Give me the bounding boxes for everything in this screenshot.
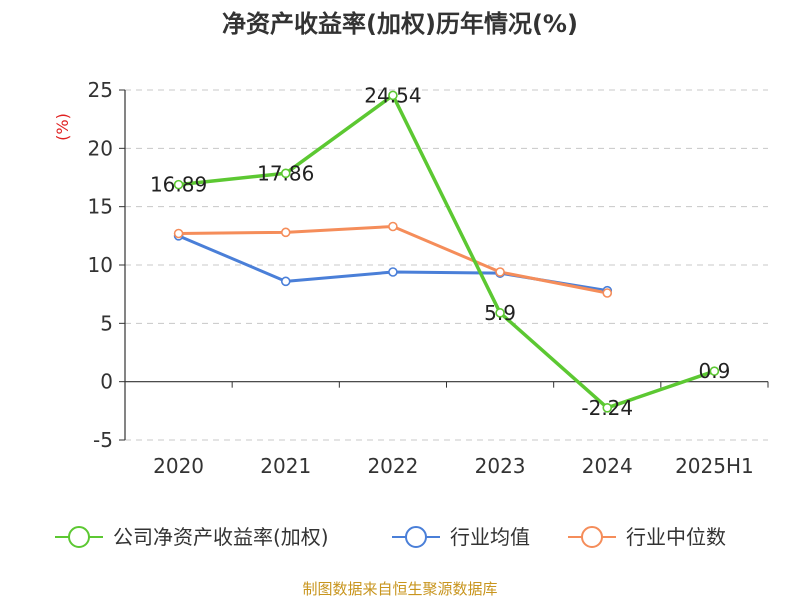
chart-title: 净资产收益率(加权)历年情况(%)	[222, 10, 578, 38]
data-point[interactable]	[388, 267, 398, 277]
data-label: -2.24	[581, 396, 633, 420]
data-labels: 16.89 17.86 24.54 5.9 -2.24 0.9	[150, 83, 730, 419]
data-point[interactable]	[173, 179, 184, 190]
legend-swatch-marker	[405, 526, 427, 548]
x-tick-label: 2025H1	[675, 454, 754, 478]
series-line-0	[178, 93, 715, 410]
data-point[interactable]	[709, 366, 720, 376]
series-lines	[177, 93, 715, 410]
legend-swatch-marker	[581, 526, 603, 548]
data-label: 5.9	[484, 301, 516, 325]
legend-label: 行业中位数	[626, 525, 726, 549]
y-axis-label: (%)	[53, 113, 72, 141]
data-label: 16.89	[150, 173, 207, 197]
data-point[interactable]	[280, 276, 291, 287]
data-point[interactable]	[388, 221, 398, 232]
data-point[interactable]	[602, 288, 613, 298]
x-tick-label: 2020	[153, 454, 204, 478]
x-tick-label: 2022	[367, 454, 418, 478]
x-tick-label: 2023	[475, 454, 526, 478]
legend-item-1[interactable]: 行业均值	[392, 525, 530, 549]
y-tick-label: 25	[88, 78, 113, 102]
series-line-2	[178, 225, 608, 295]
legend-label: 行业均值	[450, 525, 530, 549]
data-point[interactable]	[388, 90, 398, 101]
series-points	[173, 90, 720, 413]
legend-item-2[interactable]: 行业中位数	[568, 525, 726, 549]
x-tick-label: 2024	[582, 454, 633, 478]
y-tick-label: -5	[93, 428, 113, 452]
y-tick-label: 0	[100, 370, 113, 394]
axes: -5 0 5 10 15 20 25 2020 2021 2022 2023 2024 2025H1	[88, 78, 769, 478]
legend-swatch-marker	[68, 526, 90, 548]
data-point[interactable]	[280, 168, 291, 179]
y-tick-label: 5	[100, 311, 113, 335]
data-point[interactable]	[602, 402, 613, 413]
y-tick-label: 20	[88, 136, 113, 160]
data-point[interactable]	[495, 308, 505, 318]
legend-label: 公司净资产收益率(加权)	[113, 525, 329, 549]
x-tick-label: 2021	[260, 454, 311, 478]
data-label: 17.86	[257, 161, 314, 185]
data-point[interactable]	[173, 228, 184, 239]
y-tick-label: 15	[88, 195, 113, 219]
source-note: 制图数据来自恒生聚源数据库	[302, 580, 497, 598]
data-label: 24.54	[364, 83, 421, 107]
legend[interactable]: 公司净资产收益率(加权) 行业均值 行业中位数	[55, 525, 726, 549]
series-line-1	[177, 234, 608, 293]
y-tick-label: 10	[88, 253, 113, 277]
legend-item-0[interactable]: 公司净资产收益率(加权)	[55, 525, 329, 549]
data-point[interactable]	[280, 227, 291, 238]
data-point[interactable]	[495, 267, 505, 277]
data-label: 0.9	[699, 359, 731, 383]
